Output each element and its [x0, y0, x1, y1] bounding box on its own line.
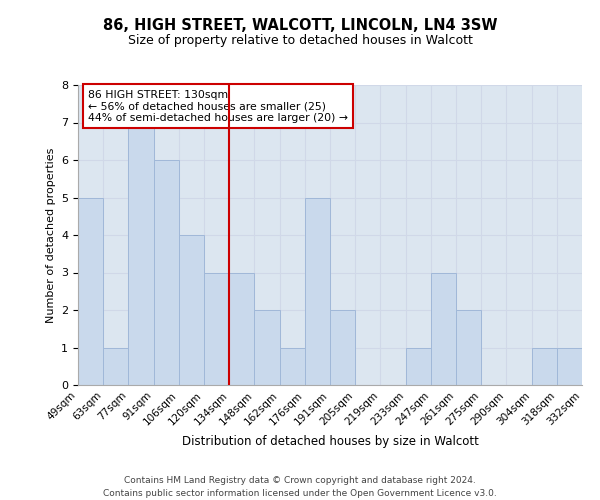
Bar: [229, 272, 254, 385]
Bar: [305, 198, 330, 385]
X-axis label: Distribution of detached houses by size in Walcott: Distribution of detached houses by size …: [182, 435, 478, 448]
Bar: [154, 160, 179, 385]
Text: 86 HIGH STREET: 130sqm
← 56% of detached houses are smaller (25)
44% of semi-det: 86 HIGH STREET: 130sqm ← 56% of detached…: [88, 90, 348, 122]
Bar: [431, 272, 456, 385]
Bar: [204, 272, 229, 385]
Y-axis label: Number of detached properties: Number of detached properties: [46, 148, 56, 322]
Bar: [78, 198, 103, 385]
Text: Size of property relative to detached houses in Walcott: Size of property relative to detached ho…: [128, 34, 472, 47]
Text: 86, HIGH STREET, WALCOTT, LINCOLN, LN4 3SW: 86, HIGH STREET, WALCOTT, LINCOLN, LN4 3…: [103, 18, 497, 32]
Text: Contains HM Land Registry data © Crown copyright and database right 2024.: Contains HM Land Registry data © Crown c…: [124, 476, 476, 485]
Bar: [128, 122, 154, 385]
Bar: [532, 348, 557, 385]
Bar: [103, 348, 128, 385]
Bar: [179, 235, 204, 385]
Bar: [280, 348, 305, 385]
Bar: [456, 310, 481, 385]
Text: Contains public sector information licensed under the Open Government Licence v3: Contains public sector information licen…: [103, 489, 497, 498]
Bar: [406, 348, 431, 385]
Bar: [557, 348, 582, 385]
Bar: [330, 310, 355, 385]
Bar: [254, 310, 280, 385]
